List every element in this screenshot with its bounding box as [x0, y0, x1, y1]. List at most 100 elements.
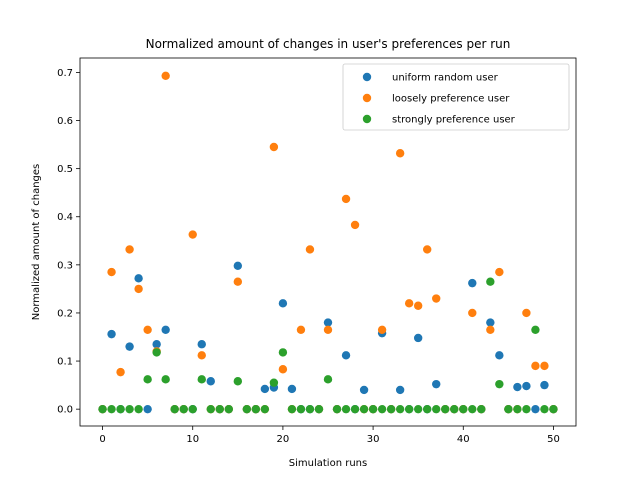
data-point — [413, 333, 423, 343]
data-point — [233, 277, 243, 286]
data-point — [495, 267, 504, 277]
data-point — [197, 375, 206, 384]
data-point — [350, 220, 360, 230]
data-point — [107, 329, 116, 339]
y-tick-label: 0.6 — [57, 116, 73, 127]
data-point — [540, 404, 549, 414]
data-point — [197, 340, 206, 349]
data-point — [206, 404, 215, 414]
data-point — [278, 299, 288, 308]
data-point — [468, 404, 477, 414]
x-axis-label: Simulation runs — [289, 458, 367, 469]
data-point — [224, 404, 233, 414]
data-point — [305, 245, 315, 254]
data-point — [549, 404, 558, 414]
chart-title: Normalized amount of changes in user's p… — [146, 37, 511, 51]
data-point — [152, 348, 161, 357]
y-tick-label: 0.3 — [57, 260, 73, 271]
data-point — [179, 404, 188, 414]
data-point — [332, 404, 342, 414]
y-tick-label: 0.1 — [57, 357, 73, 368]
data-point — [486, 318, 495, 327]
plot-frame — [79, 57, 577, 427]
legend-label: uniform random user — [392, 73, 499, 84]
legend-marker — [362, 114, 372, 124]
y-tick-label: 0.2 — [57, 308, 73, 319]
y-axis-label: Normalized amount of changes — [31, 164, 42, 320]
data-point — [395, 404, 405, 414]
data-point — [206, 377, 215, 386]
data-point — [341, 404, 351, 414]
data-point — [152, 340, 161, 349]
data-point — [134, 404, 143, 414]
data-point — [540, 361, 549, 371]
y-tick-label: 0.0 — [57, 405, 73, 416]
data-point — [215, 404, 224, 414]
data-point — [404, 299, 414, 308]
data-point — [522, 404, 531, 414]
data-point — [269, 142, 279, 152]
data-point — [522, 381, 531, 391]
data-point — [143, 404, 152, 414]
data-point — [341, 194, 351, 204]
data-point — [531, 361, 540, 371]
data-point — [278, 365, 288, 374]
data-point — [323, 325, 333, 334]
data-point — [486, 277, 495, 286]
data-point — [359, 404, 369, 414]
data-point — [323, 375, 333, 384]
data-point — [441, 404, 450, 414]
data-point — [251, 404, 261, 414]
data-point — [287, 384, 297, 394]
data-point — [377, 325, 387, 334]
data-point — [161, 375, 170, 384]
data-point — [143, 325, 152, 334]
legend: uniform random user loosely preference us… — [342, 63, 570, 131]
data-point — [531, 325, 540, 334]
x-tick-label: 30 — [367, 434, 380, 445]
data-point — [116, 367, 125, 377]
y-tick-label: 0.4 — [57, 212, 73, 223]
data-point — [242, 404, 252, 414]
legend-marker — [362, 72, 372, 82]
data-point — [233, 261, 243, 271]
data-point — [116, 404, 125, 414]
legend-box — [342, 63, 570, 131]
data-point — [468, 308, 477, 318]
data-point — [359, 385, 369, 395]
legend-label: strongly preference user — [392, 115, 516, 126]
x-tick-label: 20 — [277, 434, 290, 445]
data-point — [296, 404, 306, 414]
x-axis-ticks: 0 10 20 30 40 50 — [99, 426, 560, 445]
data-point — [513, 404, 522, 414]
data-point — [107, 267, 116, 277]
data-point — [287, 404, 297, 414]
data-point — [341, 351, 351, 360]
data-point — [377, 404, 387, 414]
data-point — [368, 404, 378, 414]
data-point — [269, 378, 279, 387]
data-point — [468, 278, 477, 288]
data-point — [350, 404, 360, 414]
data-point — [125, 404, 134, 414]
data-point — [260, 384, 270, 394]
data-point — [161, 325, 170, 334]
data-point — [323, 318, 333, 327]
data-point — [531, 404, 540, 414]
y-tick-label: 0.5 — [57, 164, 73, 175]
data-point — [486, 325, 495, 334]
data-point — [432, 294, 441, 303]
y-tick-label: 0.7 — [57, 68, 73, 79]
data-point — [522, 308, 531, 318]
data-point — [305, 404, 315, 414]
data-point — [197, 351, 206, 360]
x-tick-label: 0 — [99, 434, 105, 445]
data-point — [423, 245, 432, 254]
data-point — [125, 342, 134, 351]
data-point — [188, 230, 197, 239]
data-point — [459, 404, 468, 414]
data-point — [134, 284, 143, 294]
data-point — [386, 404, 396, 414]
data-point — [423, 404, 432, 414]
